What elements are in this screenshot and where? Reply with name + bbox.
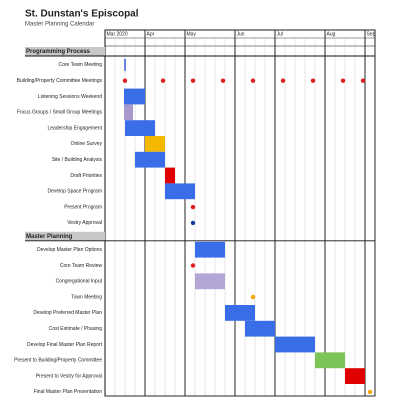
task-bar: [165, 167, 175, 184]
task-bar: [195, 241, 225, 258]
x-tick-label: Jul: [277, 31, 283, 37]
milestone: [124, 58, 126, 71]
task-label: Town Meeting: [71, 294, 102, 300]
task-label: Site / Building Analysis: [52, 157, 103, 163]
x-tick-label: Mar 2020: [107, 31, 128, 37]
task-label: Core Team Review: [60, 263, 103, 269]
task-label: Develop Preferred Master Plan: [33, 310, 102, 316]
milestone: [367, 389, 373, 395]
task-label: Present Program: [64, 204, 102, 210]
milestone: [310, 78, 316, 83]
chart-frame: [104, 29, 376, 397]
task-label: Leadership Engagement: [48, 125, 103, 131]
task-bar: [225, 305, 255, 321]
task-label: Vestry Approval: [67, 220, 102, 226]
task-label: Develop Space Program: [48, 189, 102, 195]
section-label: Master Planning: [26, 234, 73, 240]
task-label: Online Survey: [71, 141, 103, 147]
task-bar: [245, 320, 275, 337]
milestone: [160, 78, 166, 83]
task-bar: [135, 151, 165, 168]
x-tick-label: May: [187, 31, 197, 37]
x-tick-label: Sep: [367, 31, 376, 37]
milestone: [190, 220, 196, 226]
task-bar: [315, 352, 345, 369]
task-bar: [345, 368, 365, 384]
section-label: Programming Process: [26, 49, 91, 55]
task-bar: [124, 88, 145, 105]
task-bar: [275, 336, 315, 353]
task-label: Focus Groups / Small Group Meetings: [17, 110, 103, 116]
task-label: Develop Master Plan Options: [37, 247, 103, 253]
milestone: [190, 78, 196, 83]
milestone: [122, 78, 128, 83]
task-bar: [125, 120, 155, 136]
task-label: Present to Building/Property Committee: [14, 358, 102, 364]
task-label: Core Team Meeting: [58, 62, 102, 68]
milestone: [250, 78, 256, 83]
milestone: [220, 78, 226, 83]
milestone: [190, 204, 196, 210]
task-label: Present to Vestry for Approval: [36, 373, 102, 379]
task-label: Building/Property Committee Meetings: [17, 78, 103, 84]
task-label: Congregational Input: [56, 279, 103, 285]
task-bar: [195, 273, 225, 290]
task-label: Listening Sessions Weekend: [38, 94, 102, 100]
section-header: [25, 47, 105, 56]
x-tick-label: Jun: [237, 31, 245, 37]
milestone: [190, 263, 196, 268]
milestone: [280, 78, 286, 83]
milestone: [360, 78, 366, 83]
task-label: Draft Priorities: [70, 173, 102, 179]
x-tick-label: Aug: [327, 31, 336, 37]
chart-title: St. Dunstan's Episcopal: [25, 9, 139, 20]
milestone: [250, 294, 256, 300]
x-tick-label: Apr: [147, 31, 155, 37]
chart-subtitle: Master Planning Calendar: [25, 22, 94, 28]
milestone: [340, 78, 346, 83]
task-label: Develop Final Master Plan Report: [27, 342, 103, 348]
task-label: Cost Estimate / Phasing: [49, 326, 103, 332]
task-bar: [124, 104, 133, 121]
task-bar: [165, 183, 195, 200]
task-bar: [145, 136, 165, 152]
section-header: [25, 231, 105, 241]
task-label: Final Master Plan Presentation: [34, 389, 103, 395]
